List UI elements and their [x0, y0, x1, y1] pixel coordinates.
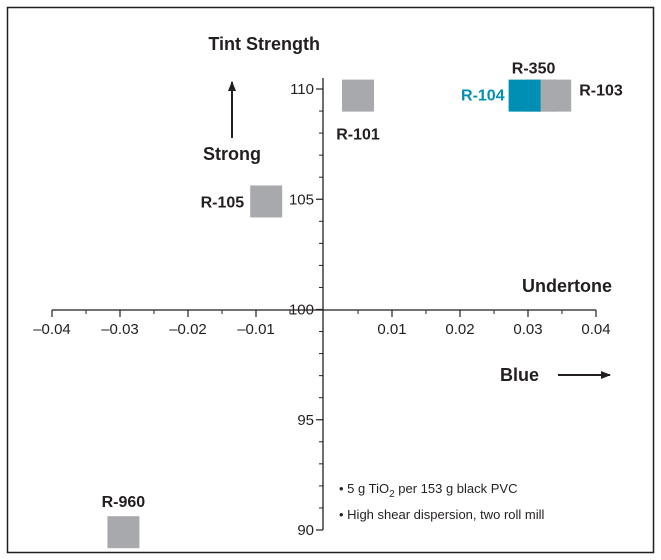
blue-label: Blue: [500, 365, 539, 385]
y-axis-ticks: 90 95 100 105 110: [289, 81, 323, 539]
label-r-101: R-101: [336, 127, 380, 144]
y-tick-label: 105: [289, 191, 314, 208]
label-r-960: R-960: [102, 494, 146, 511]
label-r-104: R-104: [461, 88, 505, 105]
y-tick-label: 90: [297, 522, 314, 539]
x-axis-ticks: –0.04 –0.03 –0.02 –0.01 0.01 0.02 0.03 0.04: [33, 310, 611, 338]
marker-r-960: [107, 516, 140, 549]
note-2: • High shear dispersion, two roll mill: [339, 507, 545, 522]
x-tick-label: 0.01: [377, 321, 406, 338]
note-1: • 5 g TiO2 per 153 g black PVC: [339, 481, 518, 500]
x-tick-label: –0.04: [33, 321, 71, 338]
label-r-105: R-105: [201, 194, 245, 211]
y-tick-label: 110: [290, 81, 314, 98]
marker-r-105: [250, 185, 283, 218]
x-axis-title: Undertone: [522, 276, 612, 296]
x-tick-label: 0.03: [513, 321, 542, 338]
y-tick-label: 100: [289, 302, 314, 319]
y-tick-label: 95: [297, 412, 314, 429]
marker-r-101: [342, 79, 374, 112]
data-points: R-101 R-350 R-103 R-104 R-105 R-960: [102, 61, 623, 549]
x-tick-label: –0.01: [237, 321, 275, 338]
strong-label: Strong: [203, 144, 261, 164]
marker-r-103: [539, 79, 572, 112]
x-tick-label: –0.03: [101, 321, 139, 338]
y-axis-title: Tint Strength: [208, 34, 320, 54]
label-r-103: R-103: [579, 83, 623, 100]
x-tick-label: 0.04: [581, 321, 610, 338]
marker-r-104: [508, 79, 541, 112]
x-tick-label: –0.02: [169, 321, 207, 338]
chart-frame: [6, 6, 655, 554]
label-r-350: R-350: [512, 61, 556, 78]
x-tick-label: 0.02: [445, 321, 474, 338]
